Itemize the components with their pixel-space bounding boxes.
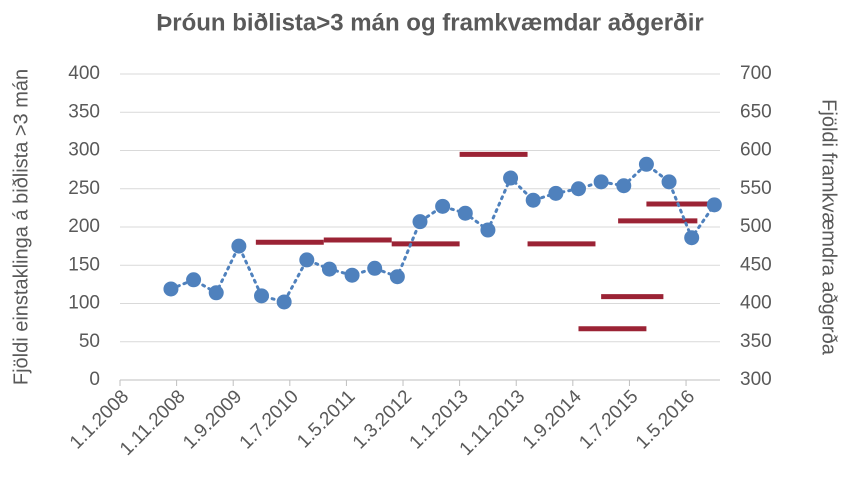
y-tick-label: 350	[68, 101, 100, 122]
point	[435, 198, 451, 214]
y-axis-title: Fjöldi einstaklinga á biðlista >3 mán	[10, 69, 32, 385]
point	[525, 192, 541, 208]
y2-axis-title: Fjöldi framkvæmdra aðgerða	[818, 99, 840, 356]
y2-tick-label: 350	[740, 331, 772, 352]
x-tick-label: 1.5.2011	[293, 386, 359, 452]
x-tick-label: 1.9.2009	[179, 386, 246, 453]
x-tick-label: 1.5.2016	[632, 386, 699, 453]
y-tick-label: 250	[68, 178, 100, 199]
y-tick-label: 50	[79, 331, 100, 352]
series-line	[169, 162, 716, 304]
point	[344, 267, 360, 283]
y-tick-label: 300	[68, 140, 100, 161]
x-tick-label: 1.7.2015	[575, 386, 642, 453]
point	[570, 181, 586, 197]
x-tick-label: 1.3.2012	[349, 386, 416, 453]
y2-tick-label: 550	[740, 178, 772, 199]
point	[548, 185, 564, 201]
point	[208, 285, 224, 301]
y-tick-label: 400	[68, 63, 100, 84]
x-tick-label: 1.7.2010	[236, 386, 303, 453]
y2-tick-label: 400	[740, 293, 772, 314]
point	[186, 272, 202, 288]
y-tick-label: 150	[68, 254, 100, 275]
point	[163, 281, 179, 297]
point	[638, 156, 654, 172]
y2-tick-label: 600	[740, 140, 772, 161]
y2-tick-label: 450	[740, 254, 772, 275]
chart-title: Þróun biðlista>3 mán og framkvæmdar aðge…	[156, 9, 703, 36]
y2-tick-label: 500	[740, 216, 772, 237]
y2-tick-label: 300	[740, 369, 772, 390]
point	[457, 205, 473, 221]
point	[593, 174, 609, 190]
y2-tick-label: 700	[740, 63, 772, 84]
point	[661, 174, 677, 190]
point	[706, 197, 722, 213]
point	[299, 252, 315, 268]
point	[480, 222, 496, 238]
point	[389, 269, 405, 285]
point	[367, 260, 383, 276]
point	[684, 230, 700, 246]
point	[321, 261, 337, 277]
y-tick-label: 200	[68, 216, 100, 237]
point	[231, 238, 247, 254]
x-tick-label: 1.9.2014	[519, 386, 586, 453]
point	[254, 288, 270, 304]
point	[616, 178, 632, 194]
y2-tick-label: 650	[740, 101, 772, 122]
y-tick-label: 100	[68, 293, 100, 314]
point	[503, 170, 519, 186]
y-tick-label: 0	[89, 369, 100, 390]
point	[276, 294, 292, 310]
point	[412, 214, 428, 230]
